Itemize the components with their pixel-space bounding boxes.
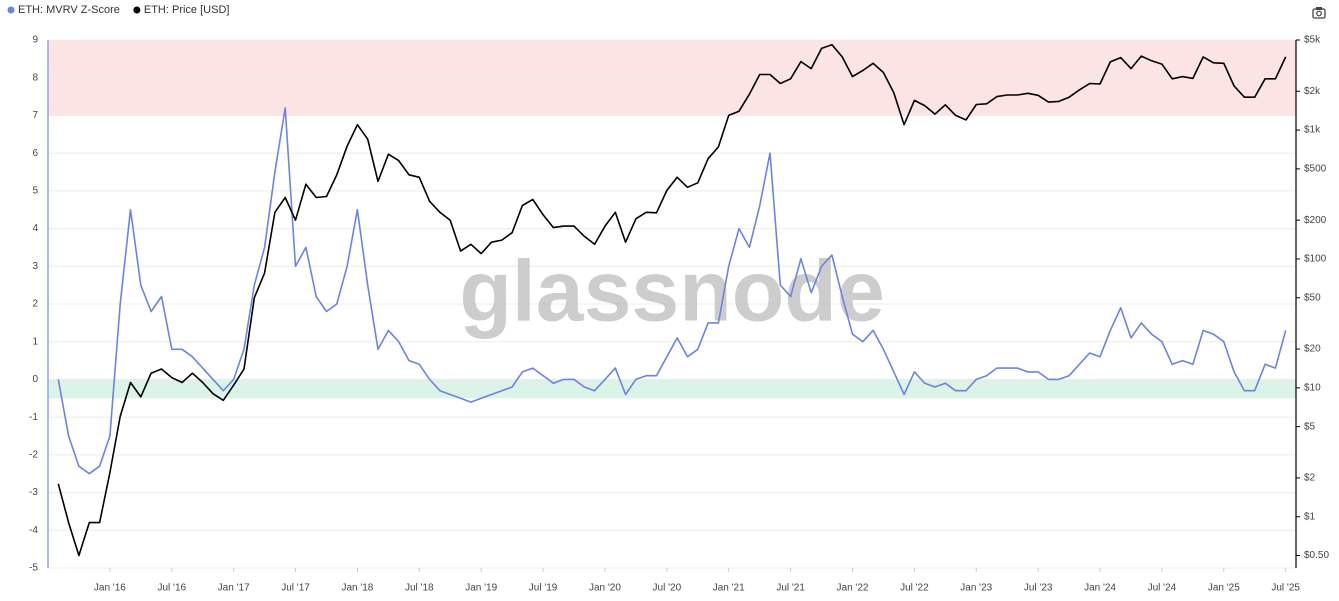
x-tick-label: Jul '22 [900,583,929,594]
x-tick-label: Jan '19 [465,583,497,594]
y-tick-label: 9 [32,35,38,46]
y-tick-label: 4 [32,223,38,234]
x-tick-label: Jan '20 [589,583,621,594]
y2-tick-label: $2k [1304,86,1321,97]
x-tick-label: Jan '22 [837,583,869,594]
y-tick-label: 7 [32,110,38,121]
x-tick-label: Jul '16 [157,583,186,594]
y-tick-label: 1 [32,336,38,347]
y2-tick-label: $0.50 [1304,550,1329,561]
x-tick-label: Jan '17 [218,583,250,594]
y2-tick-label: $5k [1304,35,1321,46]
y2-tick-label: $500 [1304,164,1327,175]
y-tick-label: -2 [29,449,38,460]
legend-label: ETH: Price [USD] [144,4,230,16]
zone [48,379,1296,399]
y-tick-label: -3 [29,487,38,498]
x-tick-label: Jul '17 [281,583,310,594]
x-tick-label: Jul '24 [1148,583,1177,594]
legend-dot [7,6,15,14]
y-tick-label: -4 [29,525,38,536]
x-tick-label: Jul '21 [776,583,805,594]
x-tick-label: Jan '25 [1208,583,1240,594]
x-tick-label: Jul '19 [529,583,558,594]
x-tick-label: Jul '20 [653,583,682,594]
y2-tick-label: $100 [1304,254,1327,265]
y-tick-label: 5 [32,185,38,196]
y2-tick-label: $200 [1304,215,1327,226]
x-tick-label: Jul '23 [1024,583,1053,594]
y2-tick-label: $5 [1304,421,1316,432]
y-tick-label: -1 [29,412,38,423]
x-tick-label: Jan '21 [713,583,745,594]
legend-label: ETH: MVRV Z-Score [18,4,120,16]
y2-tick-label: $20 [1304,344,1321,355]
y-tick-label: 0 [32,374,38,385]
x-tick-label: Jan '18 [341,583,373,594]
x-tick-label: Jul '25 [1271,583,1300,594]
y2-tick-label: $1 [1304,511,1316,522]
x-tick-label: Jan '16 [94,583,126,594]
legend-dot [133,6,141,14]
y-tick-label: 3 [32,261,38,272]
y-tick-label: 2 [32,299,38,310]
y-tick-label: 8 [32,72,38,83]
watermark: glassnode [459,244,884,340]
series-line [57,43,1287,557]
x-tick-label: Jan '23 [960,583,992,594]
y2-tick-label: $2 [1304,473,1316,484]
camera-icon[interactable] [1312,7,1326,19]
y-tick-label: -5 [29,563,38,574]
y2-tick-label: $1k [1304,125,1321,136]
x-tick-label: Jan '24 [1084,583,1116,594]
x-tick-label: Jul '18 [405,583,434,594]
y-tick-label: 6 [32,148,38,159]
series-line [57,107,1287,475]
y2-tick-label: $50 [1304,292,1321,303]
y2-tick-label: $10 [1304,382,1321,393]
